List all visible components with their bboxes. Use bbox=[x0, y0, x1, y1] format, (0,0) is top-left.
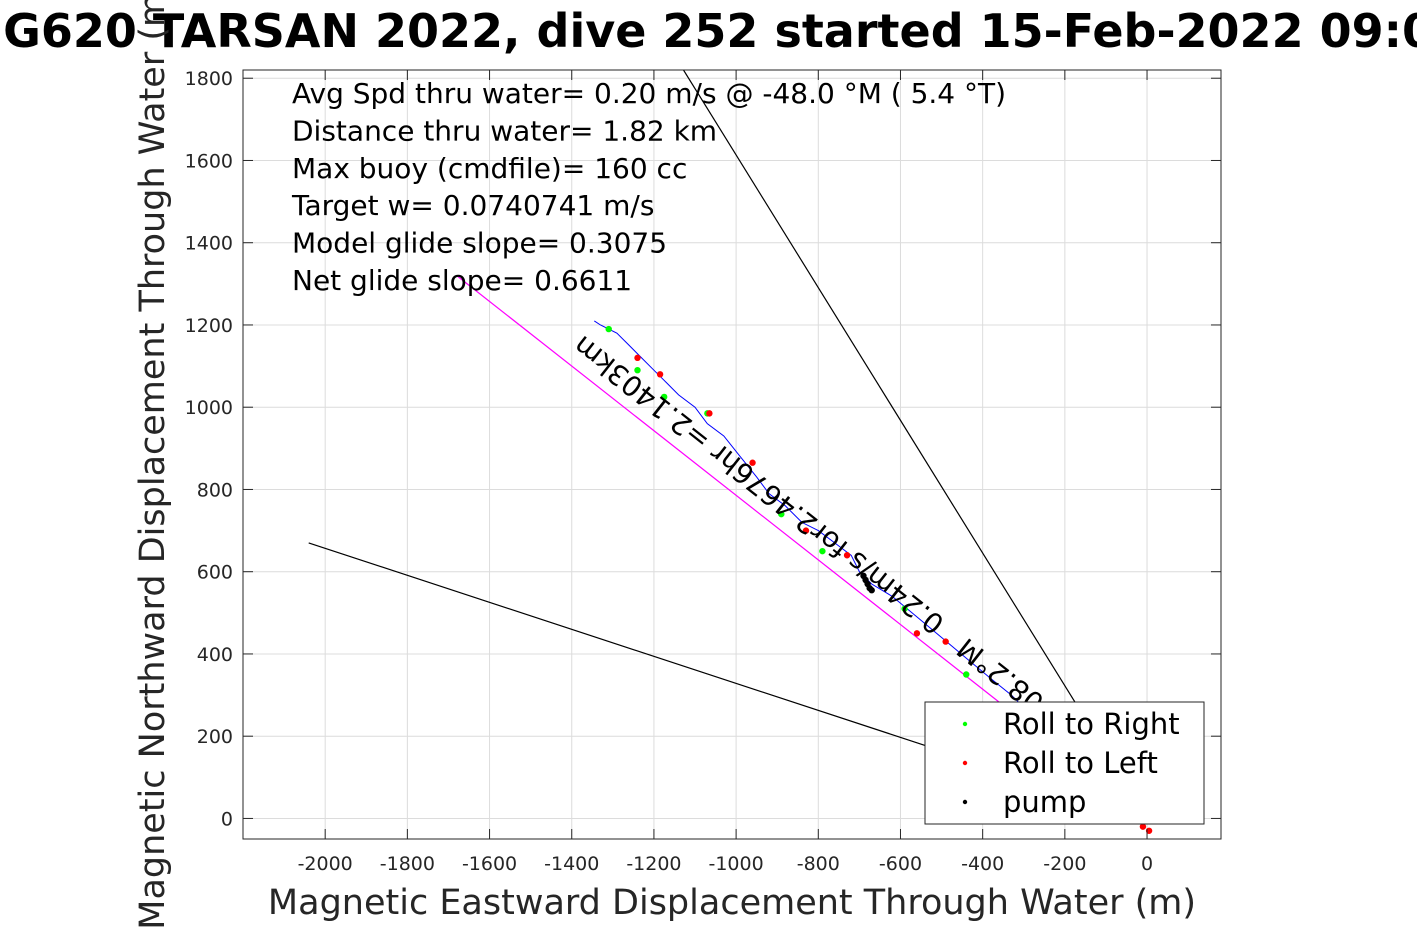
roll-to-right-marker bbox=[963, 671, 970, 678]
y-tick-label: 1000 bbox=[185, 397, 233, 419]
legend: Roll to Right Roll to Left pump bbox=[924, 701, 1205, 825]
x-tick-label: -1200 bbox=[626, 853, 681, 875]
stat-line: Max buoy (cmdfile)= 160 cc bbox=[292, 152, 687, 185]
y-tick-label: 400 bbox=[197, 644, 233, 666]
y-tick-label: 200 bbox=[197, 726, 233, 748]
stat-line: Target w= 0.0740741 m/s bbox=[291, 189, 654, 222]
x-tick-label: -1600 bbox=[462, 853, 517, 875]
stat-line: Net glide slope= 0.6611 bbox=[292, 264, 632, 297]
roll-to-right-marker bbox=[778, 510, 785, 518]
roll-to-left-marker bbox=[706, 410, 713, 417]
legend-label: pump bbox=[1003, 785, 1086, 819]
reference-line-line bbox=[682, 70, 1148, 819]
y-tick-label: 1800 bbox=[185, 68, 233, 90]
x-tick-label: -200 bbox=[1043, 853, 1086, 875]
x-tick-label: 0 bbox=[1141, 853, 1153, 875]
roll-to-right-marker bbox=[634, 366, 641, 374]
roll-to-left-marker bbox=[749, 459, 756, 466]
legend-label: Roll to Left bbox=[1003, 746, 1158, 780]
y-tick-label: 800 bbox=[197, 479, 233, 501]
y-tick-label: 1400 bbox=[185, 233, 233, 255]
y-axis-label: Magnetic Northward Displacement Through … bbox=[133, 0, 173, 930]
roll-to-left-marker bbox=[802, 527, 810, 534]
legend-label: Roll to Right bbox=[1003, 707, 1180, 741]
x-tick-label: -800 bbox=[797, 853, 840, 875]
y-tick-label: 0 bbox=[221, 808, 233, 830]
x-tick-label: -1800 bbox=[380, 853, 435, 875]
x-tick-label: -600 bbox=[879, 853, 922, 875]
y-tick-label: 1600 bbox=[185, 150, 233, 172]
track-label: 308.2°M 0.24m/s for2.4676hr =2.1403km bbox=[567, 329, 1065, 730]
track-label-group: 308.2°M 0.24m/s for2.4676hr =2.1403km bbox=[567, 329, 1065, 730]
pump-legend-marker bbox=[962, 799, 968, 805]
x-tick-label: -1400 bbox=[544, 853, 599, 875]
roll-to-left-marker bbox=[913, 630, 921, 637]
legend-box bbox=[924, 701, 1205, 825]
roll-to-right-marker bbox=[901, 605, 908, 612]
chart-title: SG620 TARSAN 2022, dive 252 started 15-F… bbox=[0, 4, 1417, 58]
x-tick-label: -400 bbox=[961, 853, 1004, 875]
x-tick-label: -1000 bbox=[708, 853, 763, 875]
axes-box bbox=[242, 69, 1222, 840]
x-tick-label: -2000 bbox=[298, 853, 353, 875]
stat-line: Model glide slope= 0.3075 bbox=[292, 227, 667, 260]
pump-marker bbox=[868, 587, 875, 594]
roll-to-left-marker bbox=[942, 638, 949, 645]
roll-to-right-legend-marker bbox=[962, 721, 968, 727]
roll-to-left-marker bbox=[634, 354, 641, 362]
roll-to-left-marker bbox=[656, 371, 664, 378]
y-tick-label: 1200 bbox=[185, 315, 233, 337]
stat-line: Distance thru water= 1.82 km bbox=[292, 114, 717, 147]
y-tick-label: 600 bbox=[197, 562, 233, 584]
roll-to-right-marker bbox=[819, 547, 826, 555]
stat-line: Avg Spd thru water= 0.20 m/s @ -48.0 °M … bbox=[292, 77, 1006, 110]
roll-to-left-marker bbox=[1139, 823, 1147, 830]
x-axis-label: Magnetic Eastward Displacement Through W… bbox=[268, 883, 1196, 923]
roll-to-left-legend-marker bbox=[962, 760, 968, 766]
ticks: -2000 -1800 -1600 -1400 -1200 -1000 -800 -600 -4… bbox=[185, 68, 1221, 875]
roll-to-right-marker bbox=[660, 393, 668, 401]
roll-to-left-marker bbox=[843, 552, 851, 559]
stats-annotation: Avg Spd thru water= 0.20 m/s @ -48.0 °M … bbox=[291, 77, 1006, 297]
roll-to-right-marker bbox=[605, 325, 612, 333]
